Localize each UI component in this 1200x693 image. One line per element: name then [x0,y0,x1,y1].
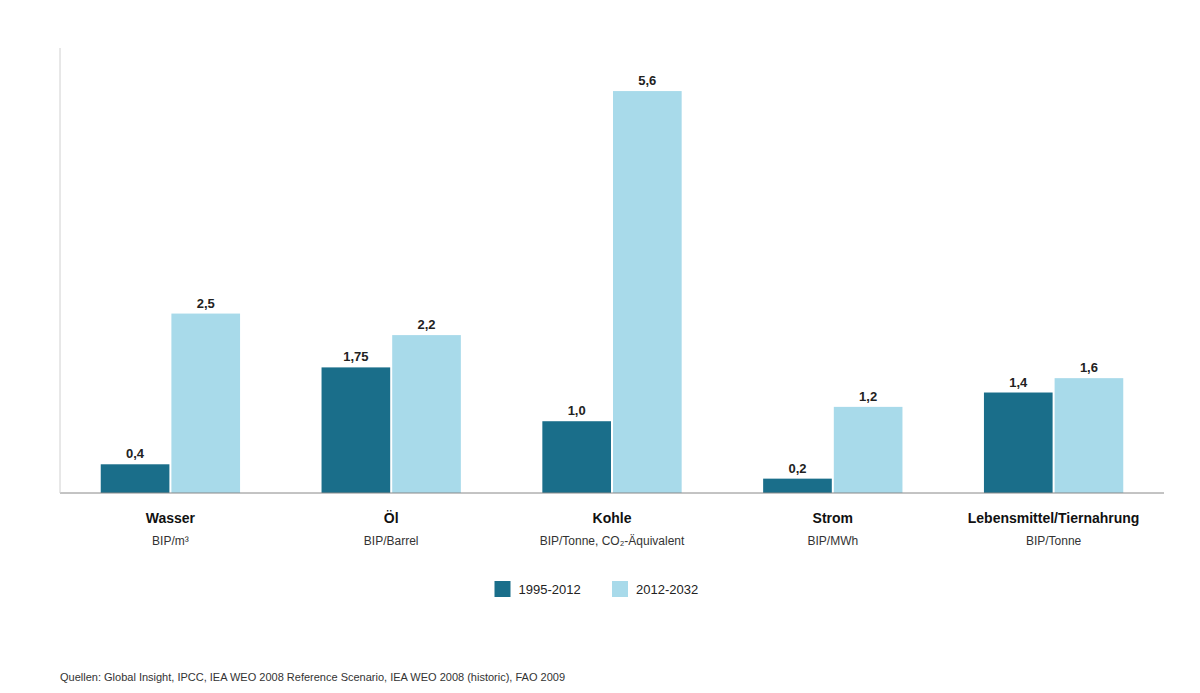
data-label: 0,4 [126,446,145,461]
bar [834,407,903,493]
category-label: Kohle [593,510,632,526]
bars [101,91,1124,493]
bar [322,367,391,493]
data-label: 1,6 [1080,360,1098,375]
legend-swatch [495,581,511,597]
bar [171,314,240,493]
category-label: Wasser [146,510,196,526]
chart-container: 0,4 1,75 1,0 0,2 1,4 2,5 2,2 5,6 1,2 1,6 Wasser BIP… [0,0,1200,693]
bar [542,421,611,493]
subcategory-label: BIP/Tonne, CO₂-Äquivalent [540,534,685,548]
category-label: Strom [813,510,853,526]
subcategory-label: BIP/m³ [152,534,189,548]
data-label: 1,0 [568,403,586,418]
bar [984,393,1053,493]
data-label: 2,5 [197,296,215,311]
subcategory-label: BIP/Tonne [1026,534,1082,548]
bar [101,464,170,493]
bar [613,91,682,493]
legend: 1995-2012 2012-2032 [495,581,699,597]
data-label: 1,2 [859,389,877,404]
legend-label: 2012-2032 [636,582,698,597]
subcategory-label: BIP/Barrel [364,534,419,548]
subcategory-label: BIP/MWh [807,534,858,548]
y-axis-line [60,48,61,493]
source-note: Quellen: Global Insight, IPCC, IEA WEO 2… [60,671,565,683]
bar [1055,378,1124,493]
category-label: Lebensmittel/Tiernahrung [968,510,1140,526]
category-label: Öl [384,510,399,526]
legend-swatch [612,581,628,597]
x-axis-line [60,493,1164,494]
chart-svg: 0,4 1,75 1,0 0,2 1,4 2,5 2,2 5,6 1,2 1,6 Wasser BIP… [0,0,1200,693]
bar [763,479,832,493]
data-label: 1,75 [343,349,368,364]
data-label: 5,6 [638,73,656,88]
legend-label: 1995-2012 [519,582,581,597]
data-label: 1,4 [1009,375,1028,390]
data-label: 0,2 [788,461,806,476]
bar [392,335,461,493]
data-label: 2,2 [417,317,435,332]
